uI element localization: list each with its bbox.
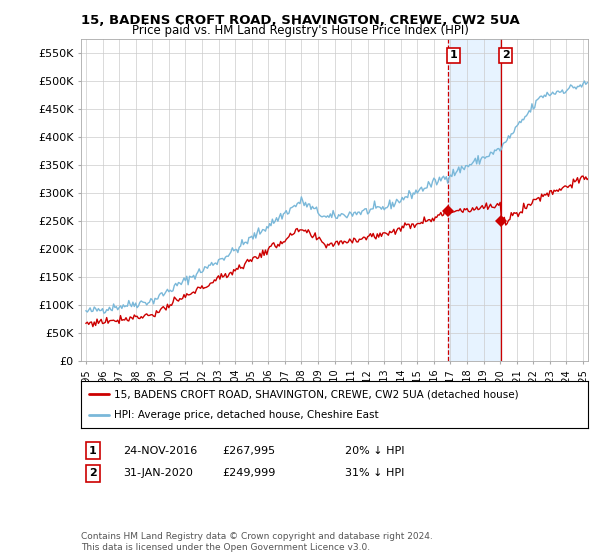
Text: 20% ↓ HPI: 20% ↓ HPI bbox=[345, 446, 404, 456]
Text: HPI: Average price, detached house, Cheshire East: HPI: Average price, detached house, Ches… bbox=[114, 410, 379, 420]
Text: Price paid vs. HM Land Registry's House Price Index (HPI): Price paid vs. HM Land Registry's House … bbox=[131, 24, 469, 36]
Text: £249,999: £249,999 bbox=[222, 468, 275, 478]
Text: 24-NOV-2016: 24-NOV-2016 bbox=[123, 446, 197, 456]
Text: 1: 1 bbox=[89, 446, 97, 456]
Text: 31-JAN-2020: 31-JAN-2020 bbox=[123, 468, 193, 478]
Text: 2: 2 bbox=[502, 50, 509, 60]
Text: 15, BADENS CROFT ROAD, SHAVINGTON, CREWE, CW2 5UA (detached house): 15, BADENS CROFT ROAD, SHAVINGTON, CREWE… bbox=[114, 389, 518, 399]
Text: Contains HM Land Registry data © Crown copyright and database right 2024.
This d: Contains HM Land Registry data © Crown c… bbox=[81, 532, 433, 552]
Bar bbox=[448, 39, 501, 361]
Text: £267,995: £267,995 bbox=[222, 446, 275, 456]
Text: 15, BADENS CROFT ROAD, SHAVINGTON, CREWE, CW2 5UA: 15, BADENS CROFT ROAD, SHAVINGTON, CREWE… bbox=[80, 14, 520, 27]
Text: 1: 1 bbox=[449, 50, 457, 60]
Text: 2: 2 bbox=[89, 468, 97, 478]
Text: 31% ↓ HPI: 31% ↓ HPI bbox=[345, 468, 404, 478]
